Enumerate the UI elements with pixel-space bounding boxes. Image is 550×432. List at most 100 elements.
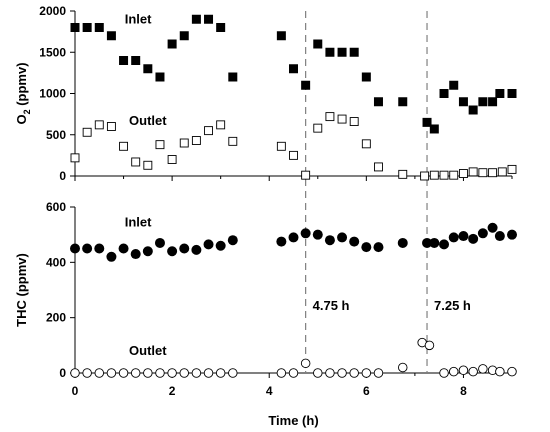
thc-y-tick-label: 200 (46, 311, 66, 325)
thc-inlet-point (448, 232, 459, 243)
o2-outlet-point (143, 160, 153, 170)
thc-outlet-point (478, 364, 488, 374)
thc-outlet-point (228, 368, 238, 378)
o2-annotation-inlet: Inlet (125, 11, 152, 26)
o2-inlet-point (468, 105, 478, 115)
thc-inlet-point (276, 236, 287, 247)
thc-inlet-point (349, 236, 360, 247)
o2-outlet-point (337, 114, 347, 124)
o2-outlet-point (155, 140, 165, 150)
thc-outlet-point (276, 368, 287, 378)
o2-outlet-point (119, 141, 129, 151)
thc-inlet-point (142, 246, 153, 257)
o2-outlet-point (439, 170, 449, 180)
thc-inlet-point (227, 235, 238, 246)
o2-inlet-point (204, 14, 214, 24)
thc-outlet-point (448, 366, 459, 377)
o2-inlet-point (228, 72, 238, 82)
o2-y-tick-label: 0 (59, 169, 66, 183)
o2-inlet-point (337, 47, 347, 57)
o2-outlet-point (179, 138, 189, 148)
o2-outlet-point (449, 170, 459, 180)
o2-outlet-point (488, 168, 498, 178)
o2-annotation-outlet: Outlet (129, 113, 167, 128)
thc-outlet-point (179, 368, 189, 378)
o2-outlet-point (94, 120, 104, 130)
o2-outlet-point (497, 167, 507, 177)
thc-outlet-point (130, 368, 141, 378)
thc-inlet-point (429, 237, 440, 248)
o2-outlet-point (216, 120, 226, 130)
o2-outlet-point (106, 122, 116, 131)
thc-inlet-point (288, 232, 299, 243)
o2-inlet-point (478, 97, 488, 107)
o2-inlet-point (106, 31, 116, 41)
thc-inlet-point (154, 237, 165, 248)
thc-outlet-point (325, 368, 335, 378)
thc-inlet-point (167, 246, 178, 257)
thc-inlet-point (422, 237, 433, 248)
thc-outlet-point (191, 368, 202, 378)
thc-inlet-point (106, 251, 117, 262)
o2-inlet-point (313, 39, 323, 49)
thc-inlet-point (191, 244, 202, 255)
o2-outlet-point (398, 169, 408, 179)
thc-inlet-point (203, 239, 214, 250)
o2-inlet-point (495, 89, 505, 98)
o2-inlet-point (422, 117, 432, 127)
o2-inlet-point (507, 89, 517, 98)
o2-inlet-point (131, 56, 141, 65)
thc-outlet-point (300, 358, 311, 369)
thc-inlet-point (487, 222, 498, 233)
o2-outlet-point (420, 171, 430, 181)
thc-outlet-point (215, 368, 226, 378)
thc-outlet-point (143, 368, 153, 378)
o2-y-tick-label: 2000 (39, 4, 66, 18)
o2-inlet-point (216, 23, 226, 32)
o2-outlet-point (289, 150, 298, 160)
thc-inlet-point (397, 237, 408, 248)
thc-annotation-outlet: Outlet (129, 343, 167, 358)
thc-inlet-point (468, 233, 479, 244)
thc-inlet-point (215, 240, 226, 251)
x-tick-label: 0 (72, 384, 79, 398)
x-tick-label: 4 (266, 384, 273, 398)
thc-outlet-point (167, 368, 177, 378)
thc-inlet-point (70, 243, 80, 254)
thc-inlet-point (82, 243, 93, 254)
thc-outlet-point (458, 365, 469, 375)
thc-inlet-point (507, 229, 517, 240)
thc-inlet-point (118, 243, 129, 254)
thc-inlet-point (458, 231, 469, 242)
thc-inlet-point (337, 232, 348, 243)
o2-inlet-point (439, 89, 449, 98)
thc-outlet-point (349, 368, 359, 378)
thc-outlet-point (82, 368, 92, 378)
thc-inlet-point (130, 249, 141, 260)
thc-annotation-inlet: Inlet (125, 214, 152, 229)
o2-outlet-point (82, 127, 92, 137)
o2-inlet-point (398, 97, 408, 107)
thc-outlet-point (373, 368, 384, 378)
thc-inlet-point (373, 242, 384, 253)
marker-label-1: 7.25 h (434, 298, 471, 313)
thc-outlet-point (424, 340, 435, 351)
o2-outlet-point (276, 141, 286, 151)
o2-outlet-point (167, 155, 177, 164)
o2-outlet-point (191, 136, 201, 145)
thc-outlet-point (313, 368, 323, 378)
o2-inlet-point (70, 23, 80, 32)
thc-inlet-point (494, 231, 505, 242)
o2-inlet-point (82, 23, 92, 32)
thc-inlet-point (300, 228, 311, 239)
thc-inlet-point (312, 229, 323, 240)
o2-inlet-point (301, 80, 311, 90)
thc-inlet-point (94, 243, 105, 254)
thc-y-tick-label: 400 (46, 255, 66, 269)
thc-outlet-point (507, 366, 517, 377)
o2-outlet-point (458, 169, 468, 178)
x-tick-label: 8 (460, 384, 467, 398)
x-tick-label: 2 (169, 384, 176, 398)
o2-outlet-point (325, 112, 335, 122)
